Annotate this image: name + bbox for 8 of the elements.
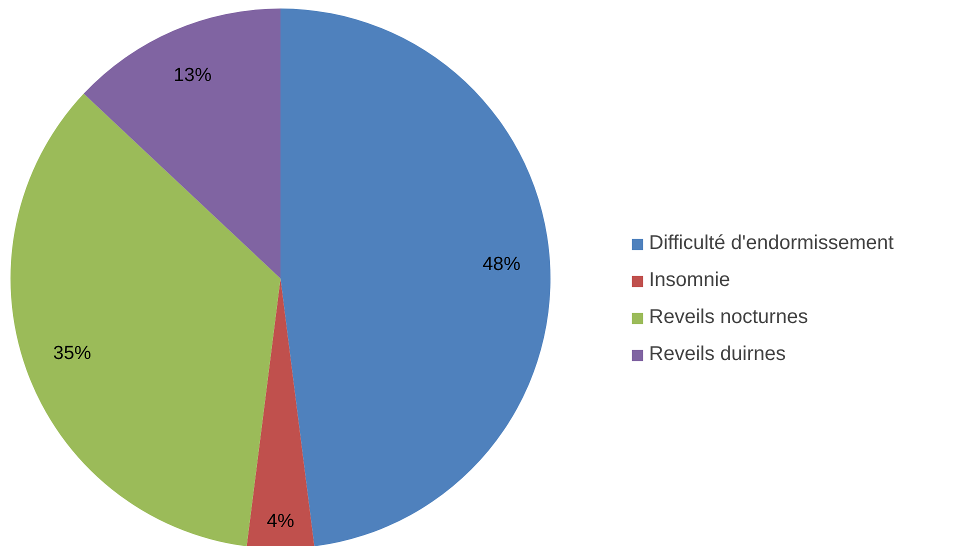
legend-label: Insomnie xyxy=(649,269,730,292)
legend-label: Reveils duirnes xyxy=(649,343,786,366)
legend-label: Difficulté d'endormissement xyxy=(649,232,894,255)
data-label: 4% xyxy=(266,511,294,532)
data-label: 35% xyxy=(53,342,92,364)
legend-label: Reveils nocturnes xyxy=(649,306,808,329)
data-label: 48% xyxy=(482,254,521,276)
data-label: 13% xyxy=(174,64,212,86)
